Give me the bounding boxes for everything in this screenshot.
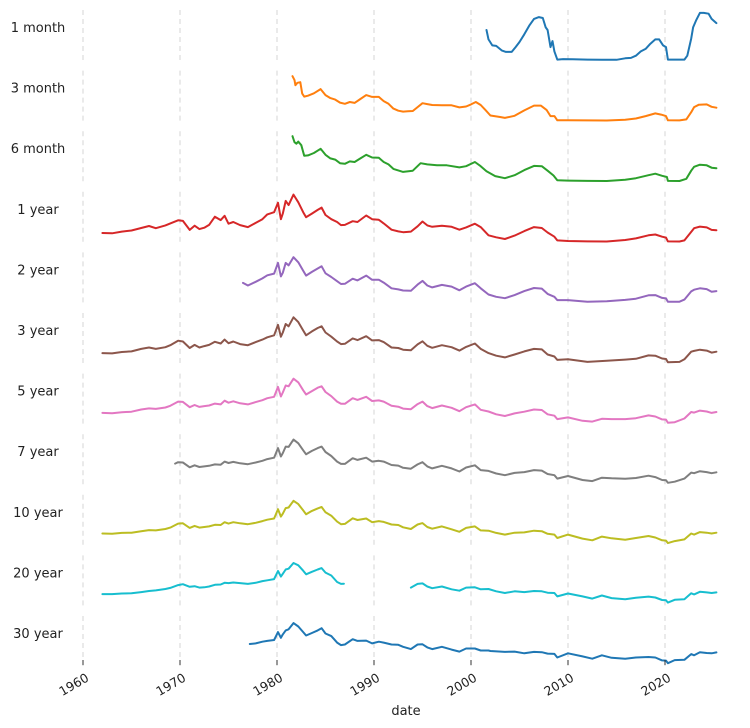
series-line-2-year (242, 256, 718, 303)
row-label-1-month: 1 month (11, 21, 66, 36)
row-label-3-year: 3 year (17, 324, 59, 339)
row-label-3-month: 3 month (11, 82, 66, 97)
row-label-2-year: 2 year (17, 263, 59, 278)
row-label-5-year: 5 year (17, 385, 59, 400)
series-line-3-month (291, 75, 718, 122)
series-line-5-year (101, 377, 718, 424)
series-layer (101, 11, 718, 665)
series-line-6-month (291, 135, 718, 182)
row-label-10-year: 10 year (13, 506, 63, 521)
row-label-6-month: 6 month (11, 142, 66, 157)
series-line-7-year (174, 438, 718, 484)
x-tick-label-2020: 2020 (638, 670, 673, 699)
row-label-30-year: 30 year (13, 627, 63, 642)
x-tick-label-1970: 1970 (153, 670, 188, 699)
series-line-3-year (101, 316, 718, 364)
row-label-7-year: 7 year (17, 445, 59, 460)
x-tick-label-2010: 2010 (541, 670, 576, 699)
x-axis-label: date (391, 704, 420, 719)
x-tick-label-1990: 1990 (347, 670, 382, 699)
row-labels: 1 month 3 month 6 month 1 year 2 year 3 year 5… (11, 21, 66, 642)
x-tick-label-1960: 1960 (56, 670, 91, 699)
series-line-1-month (485, 11, 718, 61)
vertical-gridlines (82, 10, 666, 668)
x-axis: 1960 1970 1980 1990 2000 2010 2020 (56, 660, 673, 699)
row-label-20-year: 20 year (13, 566, 63, 581)
series-line-1-year (101, 193, 718, 243)
series-line-10-year (101, 499, 718, 545)
x-tick-label-2000: 2000 (444, 670, 479, 699)
x-tick-label-1980: 1980 (250, 670, 285, 699)
series-line-30-year (248, 622, 718, 665)
series-line-20-year (101, 562, 718, 604)
row-label-1-year: 1 year (17, 203, 59, 218)
